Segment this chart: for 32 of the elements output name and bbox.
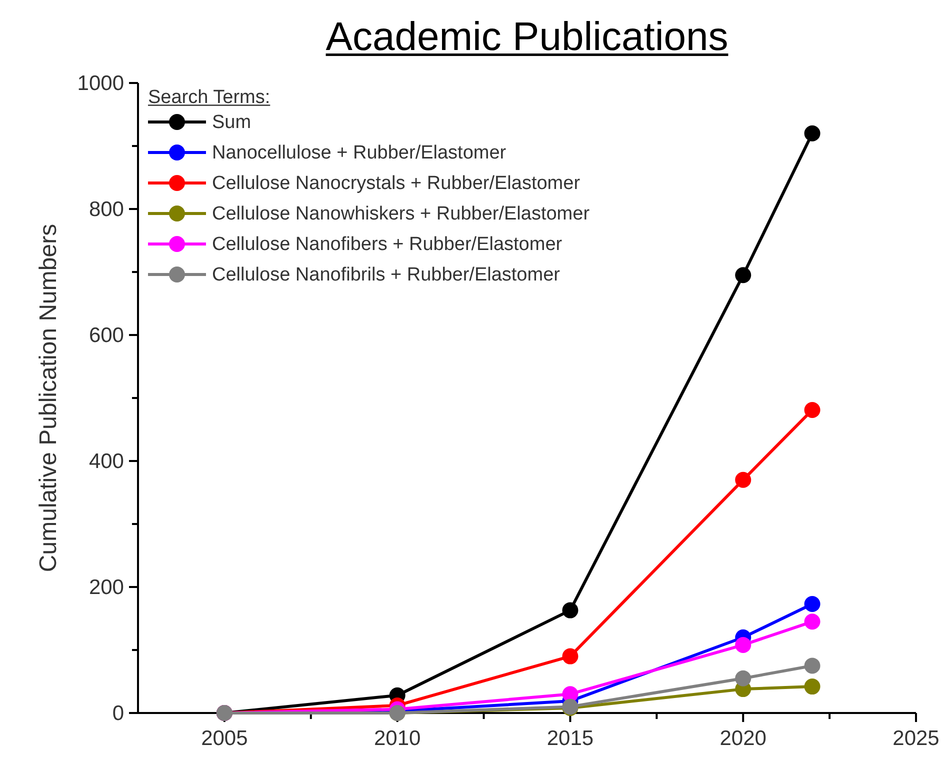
point [735, 472, 752, 488]
legend-label: Cellulose Nanowhiskers + Rubber/Elastomer [212, 204, 590, 224]
legend-label: Sum [212, 112, 252, 133]
y-tick-label: 800 [88, 198, 124, 221]
legend-title: Search Terms: [148, 87, 270, 108]
x-tick-label: 2010 [374, 727, 421, 750]
y-axis-title: Cumulative Publication Numbers [35, 224, 62, 572]
y-tick-label: 0 [112, 702, 124, 725]
point [804, 658, 820, 674]
point [562, 648, 578, 664]
y-tick-label: 1000 [77, 72, 124, 95]
point [562, 602, 578, 618]
point [804, 614, 820, 630]
point [804, 596, 820, 612]
point [735, 267, 752, 284]
x-tick-label: 2015 [546, 727, 594, 750]
x-tick-label: 2025 [892, 727, 940, 750]
y-tick-label: 600 [88, 324, 124, 347]
chart-title: Academic Publications [326, 15, 728, 59]
point [735, 636, 752, 653]
y-tick-label: 200 [88, 576, 124, 599]
x-tick-label: 2020 [720, 727, 766, 750]
y-tick-label: 400 [88, 450, 124, 473]
point [804, 678, 820, 695]
point [735, 670, 752, 686]
legend-label: Cellulose Nanofibers + Rubber/Elastomer [212, 234, 563, 255]
legend-label: Cellulose Nanocrystals + Rubber/Elastomer [212, 173, 581, 194]
legend-label: Nanocellulose + Rubber/Elastomer [212, 142, 507, 164]
legend-label: Cellulose Nanofibrils + Rubber/Elastomer [212, 264, 561, 286]
point [804, 125, 820, 142]
x-tick-label: 2005 [201, 727, 248, 750]
point [804, 402, 820, 418]
